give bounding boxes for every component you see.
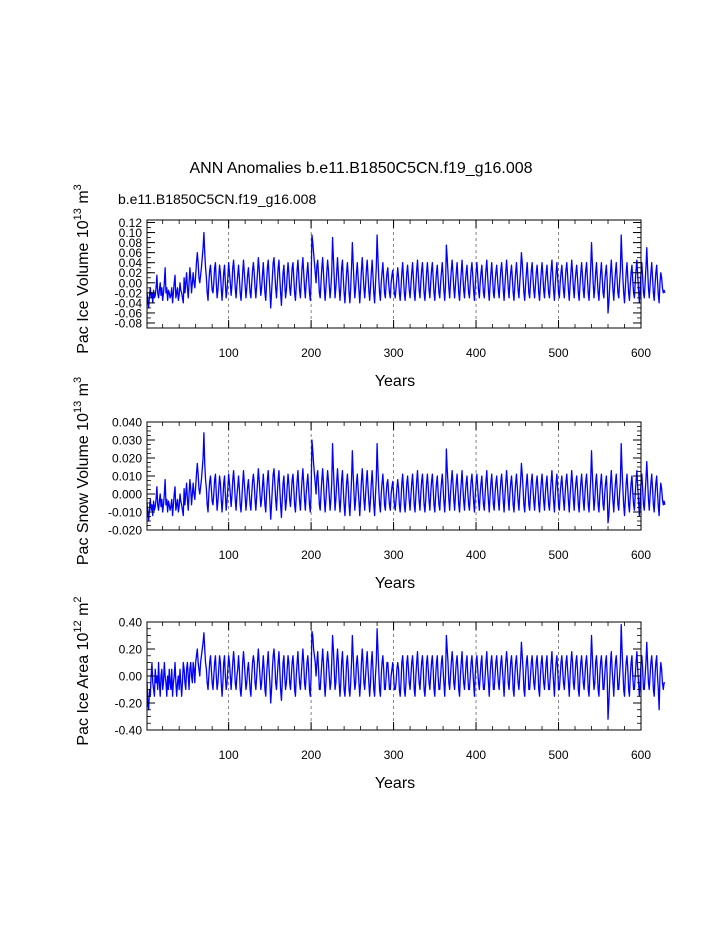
y-tick-label: 0.02: [119, 266, 143, 280]
y-tick-label: 0.00: [119, 670, 143, 684]
x-tick-label: 500: [549, 346, 569, 360]
x-axis-label: Years: [375, 775, 415, 792]
y-tick-label: 0.010: [112, 470, 142, 484]
series-line-snow-volume: [146, 432, 666, 524]
y-tick-label: -0.02: [115, 286, 143, 300]
y-tick-label: -0.20: [115, 697, 143, 711]
y-tick-label: -0.08: [115, 316, 143, 330]
y-axis-label: Pac Ice Area 1012 m2: [72, 596, 92, 745]
panel-pac-snow-volume: -0.020 -0.010 0.000 0.010 0.020 0.030 0.040 100…: [72, 377, 666, 592]
y-tick-label: 0.040: [112, 416, 142, 430]
y-tick-label: 0.08: [119, 236, 143, 250]
x-tick-label: 500: [549, 548, 569, 562]
x-tick-label: 300: [384, 346, 404, 360]
y-tick-label: -0.010: [108, 506, 142, 520]
y-tick-label: 0.12: [119, 216, 143, 230]
x-tick-label: 100: [219, 346, 239, 360]
series-line-ice-volume: [146, 231, 666, 314]
y-tick-label: -0.020: [108, 524, 142, 538]
y-tick-label: 0.10: [119, 226, 143, 240]
x-tick-label: 500: [549, 748, 569, 762]
x-axis-label: Years: [375, 575, 415, 592]
y-tick-label: 0.00: [119, 276, 143, 290]
y-tick-label: -0.40: [115, 724, 143, 738]
figure-title: ANN Anomalies b.e11.B1850C5CN.f19_g16.00…: [189, 160, 532, 177]
x-tick-label: 300: [384, 748, 404, 762]
case-label: b.e11.B1850C5CN.f19_g16.008: [118, 191, 316, 207]
y-tick-label: 0.000: [112, 488, 142, 502]
x-tick-label: 200: [301, 748, 321, 762]
x-tick-label: 400: [466, 346, 486, 360]
x-tick-label: 100: [219, 548, 239, 562]
x-tick-label: 300: [384, 548, 404, 562]
y-tick-label: 0.020: [112, 452, 142, 466]
x-tick-label: 600: [631, 548, 651, 562]
y-tick-label: 0.20: [119, 643, 143, 657]
y-tick-label: 0.030: [112, 434, 142, 448]
x-tick-label: 400: [466, 748, 486, 762]
panel-pac-ice-area: -0.40 -0.20 0.00 0.20 0.40 100 200 300 400 500 600…: [72, 596, 665, 792]
x-tick-label: 400: [466, 548, 486, 562]
x-tick-label: 600: [631, 748, 651, 762]
x-tick-label: 600: [631, 346, 651, 360]
y-tick-label: -0.06: [115, 306, 143, 320]
x-tick-label: 100: [219, 748, 239, 762]
x-tick-label: 200: [301, 548, 321, 562]
y-tick-label: 0.06: [119, 246, 143, 260]
panel-pac-ice-volume: -0.08-0.06-0.04-0.020.000.020.040.060.08…: [72, 184, 666, 390]
series-line-ice-area: [146, 624, 665, 720]
x-tick-label: 200: [301, 346, 321, 360]
y-tick-label: -0.04: [115, 296, 143, 310]
x-axis-label: Years: [375, 373, 415, 390]
y-axis-label: Pac Ice Volume 1013 m3: [72, 184, 92, 354]
y-axis-label: Pac Snow Volume 1013 m3: [72, 377, 92, 565]
y-tick-label: 0.40: [119, 616, 143, 630]
y-tick-label: 0.04: [119, 256, 143, 270]
